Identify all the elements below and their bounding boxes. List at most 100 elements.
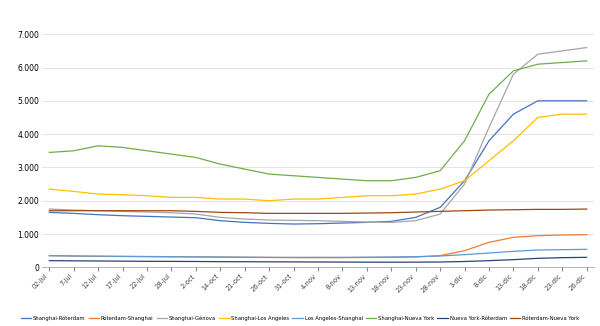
Shanghai-Nueva York	[559, 61, 566, 65]
Róterdam-Shanghai	[119, 255, 126, 259]
Shanghai-Nueva York	[241, 167, 248, 171]
Róterdam-Nueva York	[46, 209, 53, 213]
Shanghai-Génova	[437, 212, 444, 216]
Róterdam-Nueva York	[583, 207, 590, 211]
Shanghai-Génova	[339, 219, 346, 223]
Shanghai-Los Ángeles	[168, 195, 175, 199]
Róterdam-Shanghai	[485, 240, 493, 244]
Róterdam-Shanghai	[339, 256, 346, 259]
Los Ángeles-Shanghai	[339, 255, 346, 259]
Shanghai-Nueva York	[412, 175, 419, 179]
Nueva York-Róterdam	[266, 260, 273, 264]
Shanghai-Róterdam	[485, 139, 493, 143]
Shanghai-Róterdam	[241, 220, 248, 224]
Nueva York-Róterdam	[412, 260, 419, 264]
Róterdam-Shanghai	[217, 255, 224, 259]
Róterdam-Nueva York	[217, 210, 224, 214]
Line: Róterdam-Shanghai: Róterdam-Shanghai	[49, 235, 587, 258]
Shanghai-Génova	[46, 207, 53, 211]
Shanghai-Róterdam	[168, 215, 175, 219]
Róterdam-Nueva York	[290, 212, 297, 215]
Shanghai-Génova	[241, 217, 248, 221]
Shanghai-Los Ángeles	[314, 197, 322, 201]
Nueva York-Róterdam	[461, 259, 468, 263]
Los Ángeles-Shanghai	[290, 255, 297, 259]
Shanghai-Génova	[314, 219, 322, 223]
Shanghai-Róterdam	[290, 222, 297, 226]
Róterdam-Nueva York	[534, 207, 541, 211]
Shanghai-Nueva York	[290, 174, 297, 178]
Los Ángeles-Shanghai	[168, 255, 175, 259]
Shanghai-Génova	[266, 218, 273, 222]
Shanghai-Róterdam	[534, 99, 541, 103]
Shanghai-Los Ángeles	[143, 194, 151, 198]
Shanghai-Los Ángeles	[388, 194, 395, 198]
Shanghai-Nueva York	[510, 69, 517, 73]
Shanghai-Róterdam	[314, 222, 322, 226]
Shanghai-Róterdam	[388, 219, 395, 223]
Shanghai-Nueva York	[143, 149, 151, 153]
Shanghai-Génova	[485, 126, 493, 129]
Shanghai-Nueva York	[217, 162, 224, 166]
Nueva York-Róterdam	[119, 259, 126, 263]
Shanghai-Nueva York	[461, 139, 468, 143]
Róterdam-Shanghai	[143, 255, 151, 259]
Los Ángeles-Shanghai	[70, 254, 77, 258]
Nueva York-Róterdam	[559, 256, 566, 259]
Shanghai-Róterdam	[437, 205, 444, 209]
Shanghai-Génova	[388, 220, 395, 224]
Shanghai-Nueva York	[485, 92, 493, 96]
Róterdam-Nueva York	[241, 211, 248, 215]
Shanghai-Génova	[510, 72, 517, 76]
Nueva York-Róterdam	[583, 255, 590, 259]
Shanghai-Nueva York	[95, 144, 102, 148]
Los Ángeles-Shanghai	[241, 255, 248, 259]
Róterdam-Shanghai	[388, 255, 395, 259]
Róterdam-Shanghai	[412, 255, 419, 259]
Shanghai-Nueva York	[534, 62, 541, 66]
Róterdam-Shanghai	[168, 255, 175, 259]
Los Ángeles-Shanghai	[534, 248, 541, 252]
Shanghai-Los Ángeles	[70, 189, 77, 193]
Nueva York-Róterdam	[168, 259, 175, 263]
Róterdam-Shanghai	[437, 254, 444, 258]
Los Ángeles-Shanghai	[266, 255, 273, 259]
Shanghai-Róterdam	[412, 215, 419, 219]
Róterdam-Shanghai	[534, 234, 541, 238]
Los Ángeles-Shanghai	[119, 254, 126, 258]
Róterdam-Nueva York	[339, 212, 346, 215]
Róterdam-Nueva York	[437, 209, 444, 213]
Róterdam-Nueva York	[192, 209, 199, 213]
Shanghai-Génova	[461, 182, 468, 186]
Shanghai-Nueva York	[314, 175, 322, 179]
Róterdam-Nueva York	[559, 207, 566, 211]
Los Ángeles-Shanghai	[583, 247, 590, 251]
Róterdam-Shanghai	[266, 256, 273, 259]
Róterdam-Shanghai	[583, 233, 590, 237]
Shanghai-Génova	[583, 46, 590, 50]
Róterdam-Nueva York	[314, 212, 322, 215]
Shanghai-Róterdam	[266, 221, 273, 225]
Shanghai-Los Ángeles	[290, 197, 297, 201]
Róterdam-Shanghai	[95, 254, 102, 258]
Nueva York-Róterdam	[290, 260, 297, 264]
Róterdam-Nueva York	[95, 209, 102, 213]
Shanghai-Los Ángeles	[437, 187, 444, 191]
Los Ángeles-Shanghai	[143, 255, 151, 259]
Shanghai-Los Ángeles	[241, 197, 248, 201]
Shanghai-Los Ángeles	[534, 115, 541, 119]
Shanghai-Los Ángeles	[412, 192, 419, 196]
Shanghai-Róterdam	[339, 221, 346, 225]
Shanghai-Nueva York	[583, 59, 590, 63]
Shanghai-Nueva York	[363, 179, 370, 183]
Shanghai-Génova	[143, 210, 151, 214]
Shanghai-Los Ángeles	[559, 112, 566, 116]
Nueva York-Róterdam	[388, 260, 395, 264]
Los Ángeles-Shanghai	[46, 254, 53, 258]
Los Ángeles-Shanghai	[388, 255, 395, 259]
Shanghai-Róterdam	[217, 219, 224, 223]
Shanghai-Génova	[70, 208, 77, 212]
Róterdam-Shanghai	[510, 235, 517, 239]
Los Ángeles-Shanghai	[437, 254, 444, 258]
Los Ángeles-Shanghai	[192, 255, 199, 259]
